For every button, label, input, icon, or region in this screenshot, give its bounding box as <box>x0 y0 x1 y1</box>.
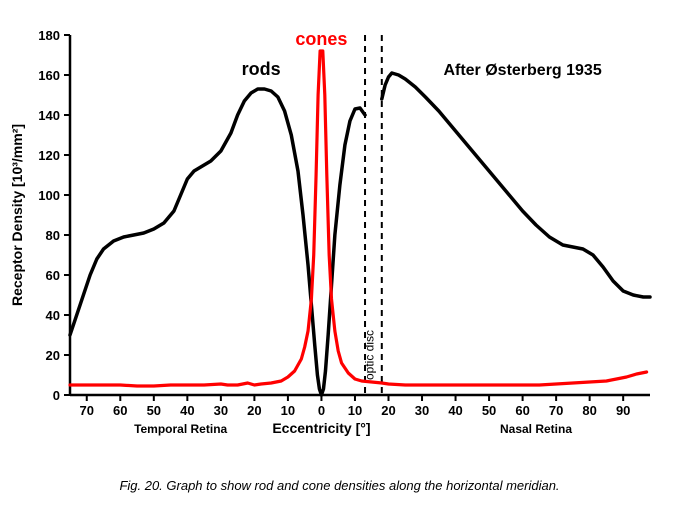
svg-text:30: 30 <box>415 403 429 418</box>
svg-text:40: 40 <box>448 403 462 418</box>
svg-text:50: 50 <box>482 403 496 418</box>
attribution-label: After Østerberg 1935 <box>443 62 601 79</box>
svg-text:10: 10 <box>348 403 362 418</box>
svg-text:0: 0 <box>318 403 325 418</box>
svg-text:70: 70 <box>549 403 563 418</box>
figure-container: 0204060801001201401601807060504030201001… <box>0 0 679 527</box>
svg-text:30: 30 <box>214 403 228 418</box>
svg-text:20: 20 <box>381 403 395 418</box>
x-axis-label: Eccentricity [°] <box>272 420 370 436</box>
optic-disc-label: optic disc <box>362 330 376 380</box>
svg-text:20: 20 <box>46 348 60 363</box>
temporal-retina-label: Temporal Retina <box>134 422 227 436</box>
svg-text:100: 100 <box>38 188 60 203</box>
svg-text:120: 120 <box>38 148 60 163</box>
chart-svg: 0204060801001201401601807060504030201001… <box>0 0 679 527</box>
svg-text:0: 0 <box>53 388 60 403</box>
svg-text:20: 20 <box>247 403 261 418</box>
svg-text:90: 90 <box>616 403 630 418</box>
svg-text:140: 140 <box>38 108 60 123</box>
nasal-retina-label: Nasal Retina <box>500 422 572 436</box>
svg-text:40: 40 <box>180 403 194 418</box>
svg-text:60: 60 <box>113 403 127 418</box>
svg-text:70: 70 <box>80 403 94 418</box>
cones-label: cones <box>295 29 347 49</box>
svg-text:60: 60 <box>46 268 60 283</box>
svg-text:10: 10 <box>281 403 295 418</box>
svg-text:160: 160 <box>38 68 60 83</box>
svg-text:40: 40 <box>46 308 60 323</box>
svg-text:60: 60 <box>515 403 529 418</box>
svg-text:180: 180 <box>38 28 60 43</box>
svg-text:80: 80 <box>46 228 60 243</box>
svg-text:80: 80 <box>582 403 596 418</box>
rods-label: rods <box>242 59 281 79</box>
y-axis-label: Receptor Density [10³/mm²] <box>9 124 25 306</box>
svg-text:50: 50 <box>147 403 161 418</box>
figure-caption: Fig. 20. Graph to show rod and cone dens… <box>0 478 679 493</box>
